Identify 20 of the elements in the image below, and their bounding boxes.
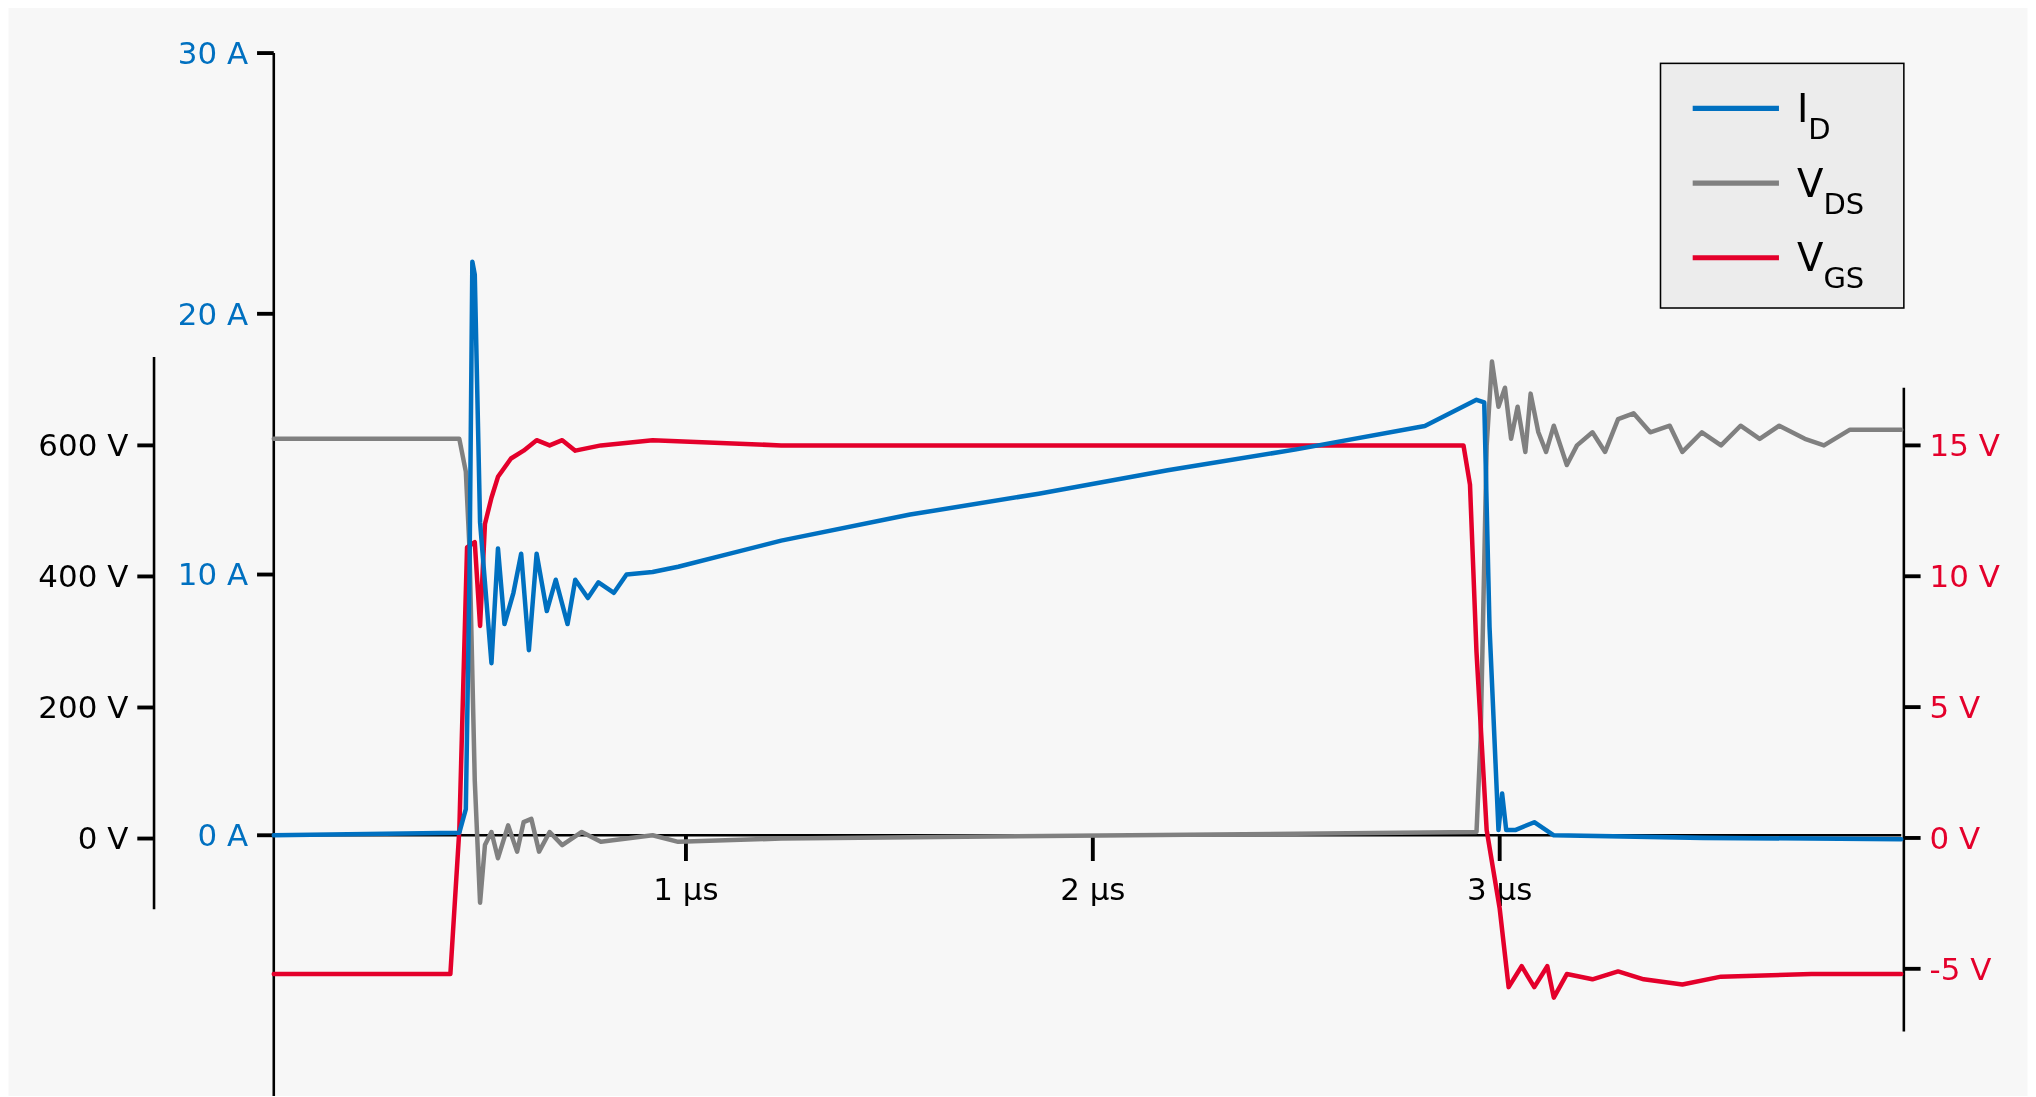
- y-tick-label: 30 A: [177, 34, 249, 71]
- y3-tick-label: 10 V: [1929, 558, 2000, 595]
- legend-label: V$_{GS}$: [1796, 235, 1865, 296]
- legend-label: V$_{DS}$: [1796, 160, 1865, 221]
- x-tick-label: 2 μs: [1060, 870, 1126, 907]
- line-series: [271, 359, 1904, 906]
- legend-label: I$_{D}$: [1796, 85, 1831, 146]
- x-tick-label: 1 μs: [653, 870, 719, 907]
- y3-tick-label: 5 V: [1929, 688, 1981, 725]
- line-series: [271, 437, 1904, 1000]
- y-tick-label: 10 A: [177, 556, 249, 593]
- y-tick-label: 0 A: [197, 817, 249, 854]
- y2-tick-label: 400 V: [38, 558, 129, 595]
- y2-tick-label: 0 V: [77, 820, 129, 857]
- y3-tick-label: -5 V: [1929, 950, 1992, 987]
- y-tick-label: 20 A: [177, 295, 249, 332]
- y2-tick-label: 600 V: [38, 427, 129, 464]
- y3-tick-label: 15 V: [1929, 427, 2000, 464]
- y3-tick-label: 0 V: [1929, 819, 1981, 856]
- y2-tick-label: 200 V: [38, 689, 129, 726]
